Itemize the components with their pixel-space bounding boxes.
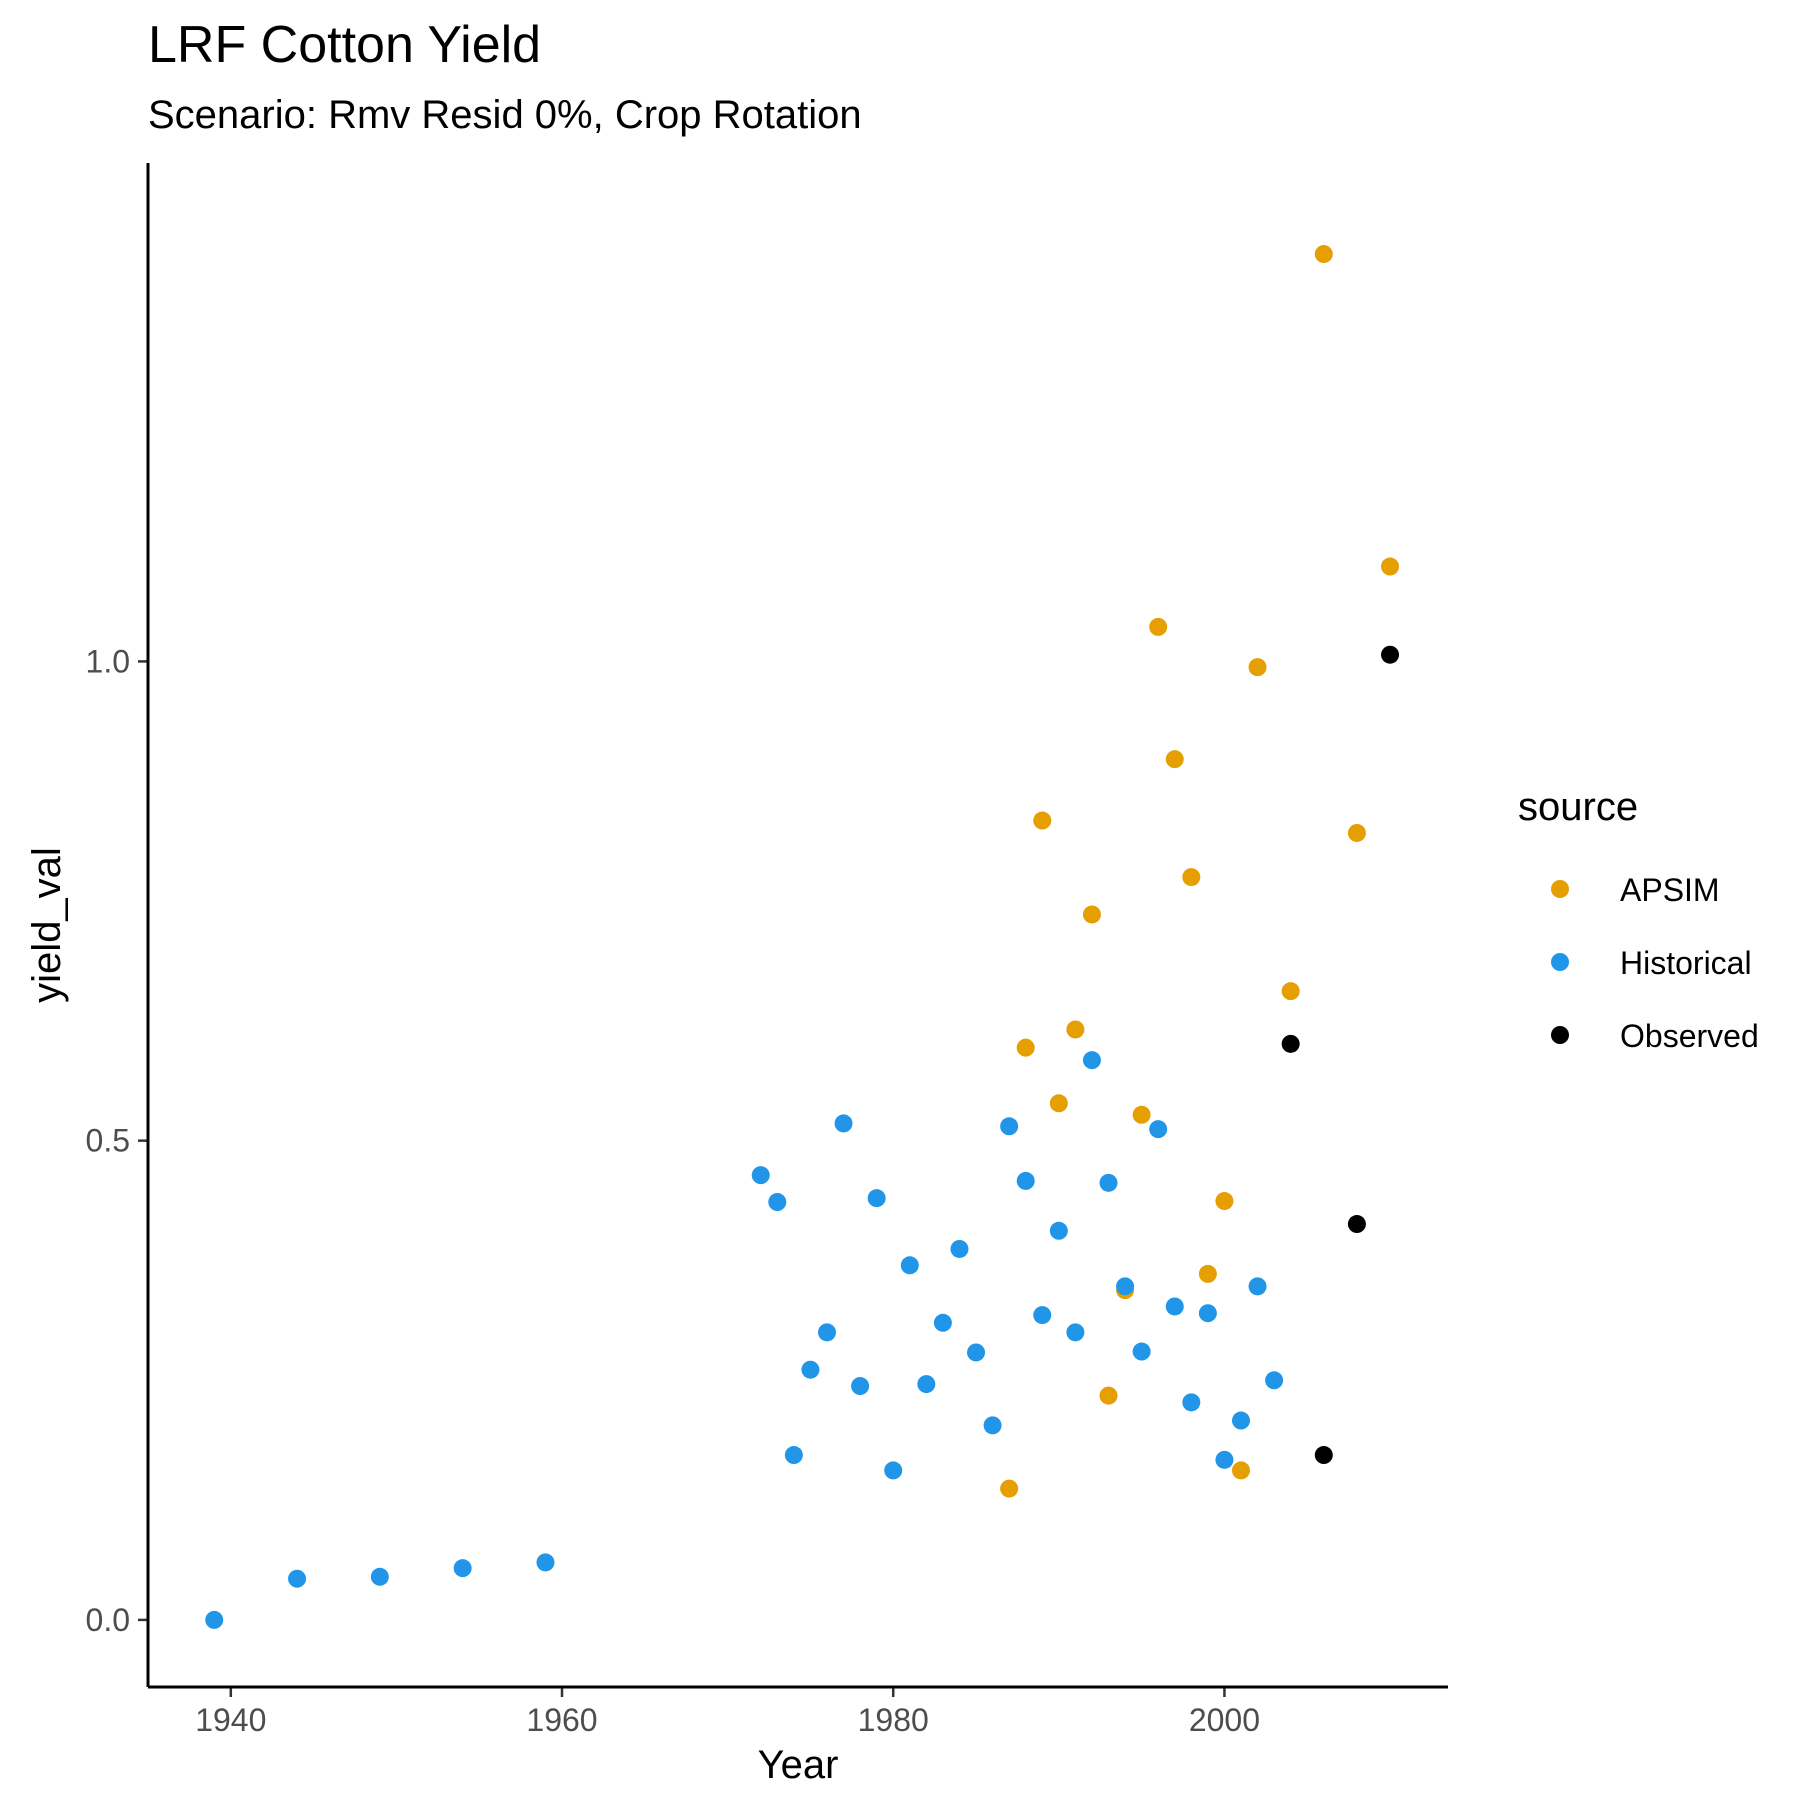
data-point-apsim: [1198, 1264, 1217, 1283]
chart-subtitle: Scenario: Rmv Resid 0%, Crop Rotation: [148, 93, 862, 137]
data-point-historical: [536, 1553, 555, 1572]
series-historical: [205, 1051, 1284, 1629]
data-points: [205, 245, 1400, 1629]
data-point-historical: [370, 1567, 389, 1586]
data-point-apsim: [1149, 617, 1168, 636]
data-point-historical: [1016, 1171, 1035, 1190]
data-point-historical: [1215, 1450, 1234, 1469]
legend-items: APSIM Historical Observed: [1551, 872, 1759, 1054]
data-point-historical: [1265, 1371, 1284, 1390]
data-point-historical: [933, 1313, 952, 1332]
legend-title: source: [1518, 785, 1638, 829]
legend-key: [1551, 880, 1569, 898]
data-point-historical: [784, 1446, 803, 1465]
data-point-apsim: [1165, 750, 1184, 769]
data-point-observed: [1347, 1215, 1366, 1234]
data-point-apsim: [1033, 811, 1052, 830]
data-point-historical: [1132, 1342, 1151, 1361]
data-point-apsim: [1182, 868, 1201, 887]
data-point-apsim: [1381, 557, 1400, 576]
data-point-apsim: [1000, 1479, 1019, 1498]
data-point-historical: [1066, 1323, 1085, 1342]
data-point-historical: [834, 1114, 853, 1133]
data-point-historical: [1000, 1117, 1019, 1136]
data-point-historical: [884, 1461, 903, 1480]
legend-label: APSIM: [1620, 872, 1720, 908]
data-point-apsim: [1049, 1094, 1068, 1113]
y-tick-label: 1.0: [86, 643, 130, 679]
data-point-historical: [1198, 1304, 1217, 1323]
data-point-historical: [205, 1610, 224, 1629]
data-point-historical: [1049, 1221, 1068, 1240]
data-point-historical: [1082, 1051, 1101, 1070]
legend-key: [1551, 1026, 1569, 1044]
chart-title: LRF Cotton Yield: [148, 16, 541, 74]
data-point-apsim: [1231, 1461, 1250, 1480]
legend-item-apsim: APSIM: [1551, 872, 1720, 908]
series-observed: [1281, 645, 1400, 1465]
data-point-apsim: [1215, 1192, 1234, 1211]
data-point-historical: [967, 1343, 986, 1362]
axis-ticks: 1940 1960 1980 2000 0.0 0.5 1.0: [86, 643, 1261, 1738]
x-tick-label: 2000: [1189, 1702, 1260, 1738]
data-point-historical: [917, 1375, 936, 1394]
data-point-apsim: [1066, 1020, 1085, 1039]
data-point-historical: [1116, 1277, 1135, 1296]
data-point-apsim: [1347, 823, 1366, 842]
legend-label: Observed: [1620, 1018, 1759, 1054]
data-point-historical: [950, 1239, 969, 1258]
data-point-historical: [1182, 1393, 1201, 1412]
data-point-historical: [1033, 1306, 1052, 1325]
legend: source APSIM Historical Observed: [1518, 785, 1759, 1054]
y-axis-title: yield_val: [25, 847, 69, 1003]
data-point-historical: [851, 1377, 870, 1396]
data-point-apsim: [1314, 245, 1333, 264]
data-point-historical: [817, 1323, 836, 1342]
data-point-apsim: [1132, 1105, 1151, 1124]
data-point-historical: [801, 1360, 820, 1379]
x-tick-label: 1940: [195, 1702, 266, 1738]
data-point-historical: [1231, 1411, 1250, 1430]
data-point-historical: [900, 1256, 919, 1275]
legend-item-historical: Historical: [1551, 945, 1752, 981]
y-tick-label: 0.5: [86, 1123, 130, 1159]
data-point-historical: [867, 1189, 886, 1208]
y-tick-label: 0.0: [86, 1602, 130, 1638]
data-point-historical: [453, 1559, 472, 1578]
data-point-apsim: [1248, 658, 1267, 677]
x-tick-label: 1980: [858, 1702, 929, 1738]
data-point-observed: [1281, 1034, 1300, 1053]
x-tick-label: 1960: [526, 1702, 597, 1738]
data-point-historical: [768, 1193, 787, 1212]
data-point-historical: [288, 1569, 307, 1588]
data-point-apsim: [1016, 1038, 1035, 1057]
legend-label: Historical: [1620, 945, 1752, 981]
data-point-historical: [1248, 1277, 1267, 1296]
data-point-historical: [1099, 1173, 1118, 1192]
legend-key: [1551, 953, 1569, 971]
data-point-historical: [751, 1166, 770, 1185]
data-point-observed: [1381, 645, 1400, 664]
data-point-apsim: [1082, 905, 1101, 924]
legend-item-observed: Observed: [1551, 1018, 1759, 1054]
data-point-observed: [1314, 1446, 1333, 1465]
data-point-historical: [1165, 1297, 1184, 1316]
data-point-historical: [1149, 1120, 1168, 1139]
data-point-apsim: [1281, 982, 1300, 1001]
data-point-apsim: [1099, 1386, 1118, 1405]
x-axis-title: Year: [758, 1743, 839, 1787]
data-point-historical: [983, 1416, 1002, 1435]
